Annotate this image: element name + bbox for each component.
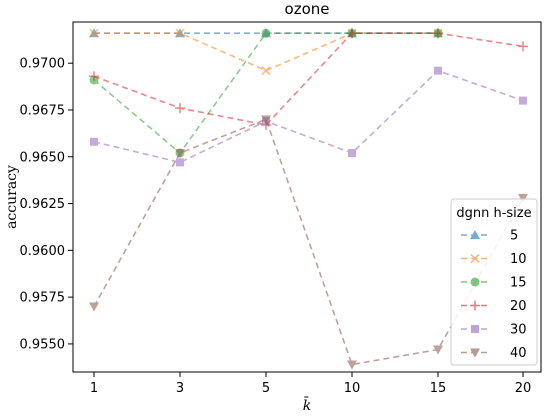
legend: dgnn h-size 5 10 15 20 30 40 <box>450 198 538 366</box>
x-tick-label: 20 <box>515 381 532 396</box>
y-tick-label: 0.9600 <box>20 244 66 259</box>
data-point <box>175 103 185 114</box>
legend-swatch <box>461 325 489 333</box>
data-point <box>348 149 356 158</box>
data-point <box>261 66 271 76</box>
y-axis-label: accuracy <box>4 165 20 229</box>
data-point <box>89 28 99 38</box>
data-point <box>434 66 442 75</box>
data-point <box>175 28 185 38</box>
y-tick-label: 0.9700 <box>20 57 66 72</box>
legend-entry: 15 <box>461 276 527 291</box>
data-point <box>347 28 357 39</box>
data-point <box>175 149 185 159</box>
y-axis: 0.9550 0.9575 0.9600 0.9625 0.9650 0.9675 0.97… <box>20 57 73 352</box>
legend-marker <box>470 348 480 358</box>
legend-swatch <box>461 300 489 311</box>
x-tick-label: 5 <box>262 381 270 396</box>
series-line <box>93 69 524 164</box>
legend-marker <box>470 253 480 264</box>
y-tick-label: 0.9650 <box>20 150 66 165</box>
legend-marker <box>470 230 480 239</box>
y-tick-label: 0.9575 <box>20 291 66 306</box>
x-tick-label: 15 <box>430 381 447 396</box>
series-15 <box>89 28 443 158</box>
series-line <box>93 32 524 126</box>
legend-entry: 40 <box>461 346 527 361</box>
legend-label: 20 <box>510 299 527 314</box>
legend-marker <box>470 277 480 287</box>
legend-swatch <box>461 230 489 239</box>
legend-swatch <box>461 277 489 287</box>
legend-label: 10 <box>510 252 527 267</box>
data-point <box>89 71 99 82</box>
data-point <box>347 360 357 370</box>
data-point <box>90 137 98 146</box>
x-tick-label: 10 <box>344 381 361 396</box>
legend-label: 40 <box>510 346 527 361</box>
data-point <box>518 41 528 52</box>
data-point <box>433 28 443 39</box>
y-tick-label: 0.9675 <box>20 103 66 118</box>
y-tick-label: 0.9625 <box>20 197 66 212</box>
legend-title: dgnn h-size <box>456 206 531 221</box>
y-tick-label: 0.9550 <box>20 337 66 352</box>
chart-title: ozone <box>285 0 330 18</box>
legend-swatch <box>461 348 489 358</box>
legend-box <box>450 198 538 366</box>
x-tick-label: 1 <box>90 381 98 396</box>
data-point <box>89 302 99 312</box>
data-point <box>261 115 271 125</box>
x-axis-label: k̄ <box>303 396 311 414</box>
legend-marker <box>470 300 480 311</box>
data-point <box>518 193 528 203</box>
legend-swatch <box>461 253 489 264</box>
legend-entry: 5 <box>461 229 518 244</box>
data-point <box>519 96 527 105</box>
data-point <box>176 158 184 167</box>
series-20 <box>89 28 528 130</box>
legend-label: 15 <box>510 276 527 291</box>
legend-label: 5 <box>510 229 518 244</box>
x-axis: 1 3 5 10 15 20 <box>90 372 531 396</box>
legend-entry: 20 <box>461 299 527 314</box>
series-30 <box>90 66 527 167</box>
legend-entry: 10 <box>461 252 527 267</box>
data-point <box>433 345 443 355</box>
data-point <box>261 28 271 38</box>
series-line <box>93 32 438 155</box>
legend-entry: 30 <box>461 323 527 338</box>
legend-marker <box>471 325 479 333</box>
x-tick-label: 3 <box>176 381 184 396</box>
legend-label: 30 <box>510 323 527 338</box>
plot-frame <box>72 21 542 373</box>
series-line <box>94 32 438 72</box>
